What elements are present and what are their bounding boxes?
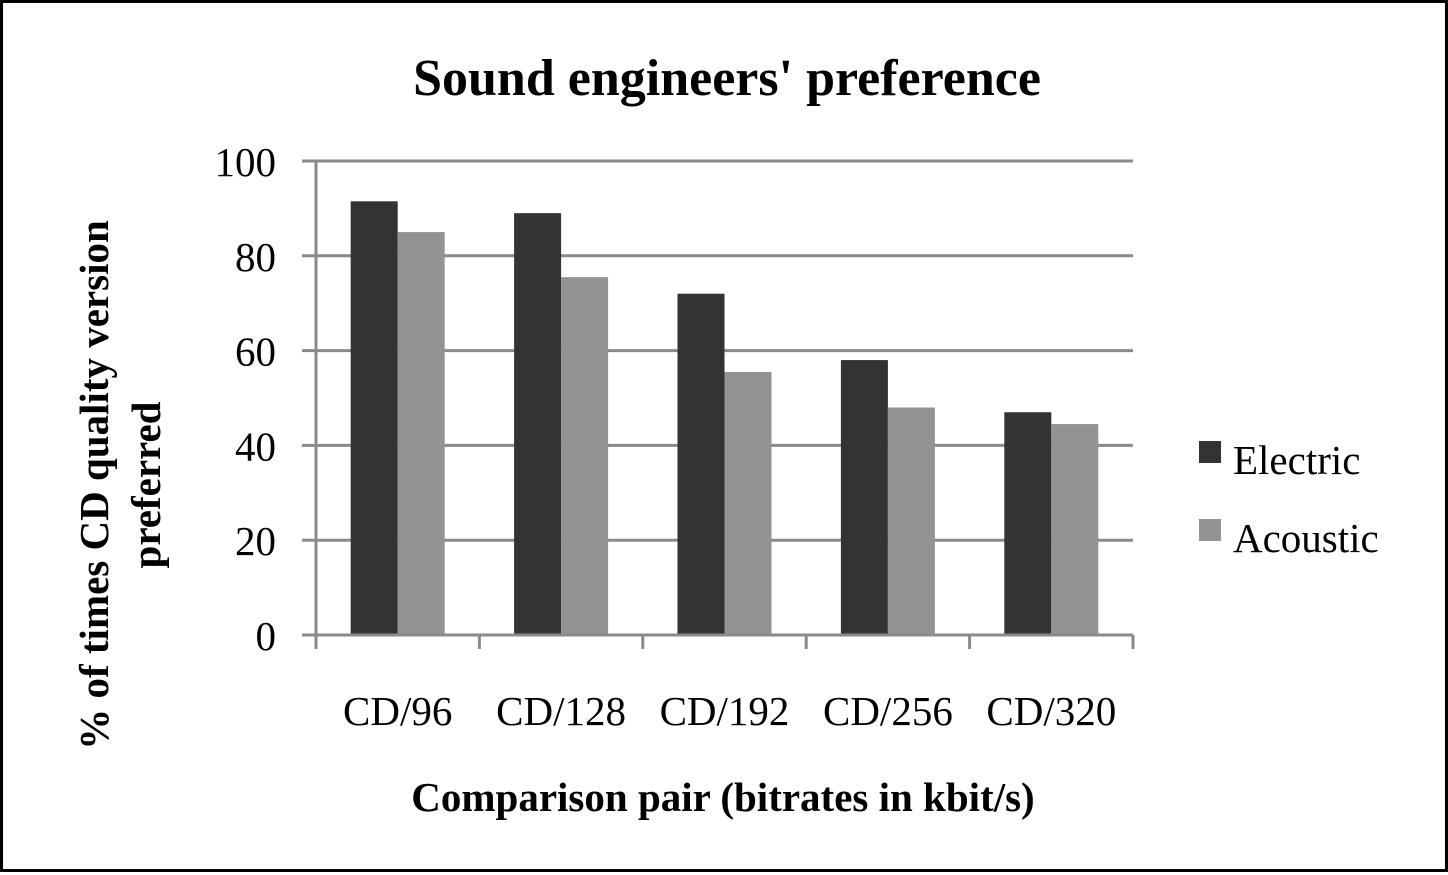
x-tick-label-cd-96: CD/96 [343, 688, 452, 734]
bar-chart: Sound engineers' preference 0 20 40 60 80 100… [71, 50, 1379, 820]
bar-electric-cd-320 [1004, 412, 1052, 635]
bars [350, 201, 1099, 636]
legend: Electric Acoustic [1199, 437, 1379, 561]
bar-electric-cd-96 [350, 201, 398, 636]
legend-label-electric: Electric [1233, 437, 1360, 483]
y-tick-label-40: 40 [235, 423, 276, 469]
x-tick-labels: CD/96 CD/128 CD/192 CD/256 CD/320 [343, 688, 1116, 734]
y-tick-labels: 0 20 40 60 80 100 [215, 139, 277, 659]
bar-electric-cd-128 [514, 213, 562, 635]
y-tick-label-80: 80 [235, 234, 276, 280]
y-tick-label-60: 60 [235, 329, 276, 375]
axes [302, 159, 1135, 649]
x-tick-label-cd-320: CD/320 [986, 688, 1116, 734]
legend-label-acoustic: Acoustic [1233, 515, 1379, 561]
x-tick-label-cd-128: CD/128 [496, 688, 626, 734]
legend-swatch-electric [1199, 441, 1221, 463]
bar-acoustic-cd-256 [887, 407, 935, 635]
x-tick-label-cd-256: CD/256 [823, 688, 953, 734]
y-axis-title-line-2: preferred [123, 401, 169, 568]
legend-swatch-acoustic [1199, 519, 1221, 541]
bar-acoustic-cd-192 [724, 371, 772, 635]
bar-electric-cd-256 [840, 360, 888, 635]
bar-acoustic-cd-128 [561, 277, 609, 635]
y-axis-title-line-1: % of times CD quality version [71, 220, 117, 750]
y-tick-label-20: 20 [235, 518, 276, 564]
y-tick-label-100: 100 [215, 139, 277, 185]
chart-title: Sound engineers' preference [413, 50, 1041, 107]
x-tick-label-cd-192: CD/192 [660, 688, 790, 734]
bar-acoustic-cd-96 [397, 232, 445, 635]
bar-acoustic-cd-320 [1051, 424, 1099, 635]
y-axis-title: % of times CD quality version preferred [71, 220, 169, 750]
bar-electric-cd-192 [677, 293, 725, 635]
x-axis-title: Comparison pair (bitrates in kbit/s) [411, 774, 1034, 820]
y-tick-label-0: 0 [256, 613, 277, 659]
